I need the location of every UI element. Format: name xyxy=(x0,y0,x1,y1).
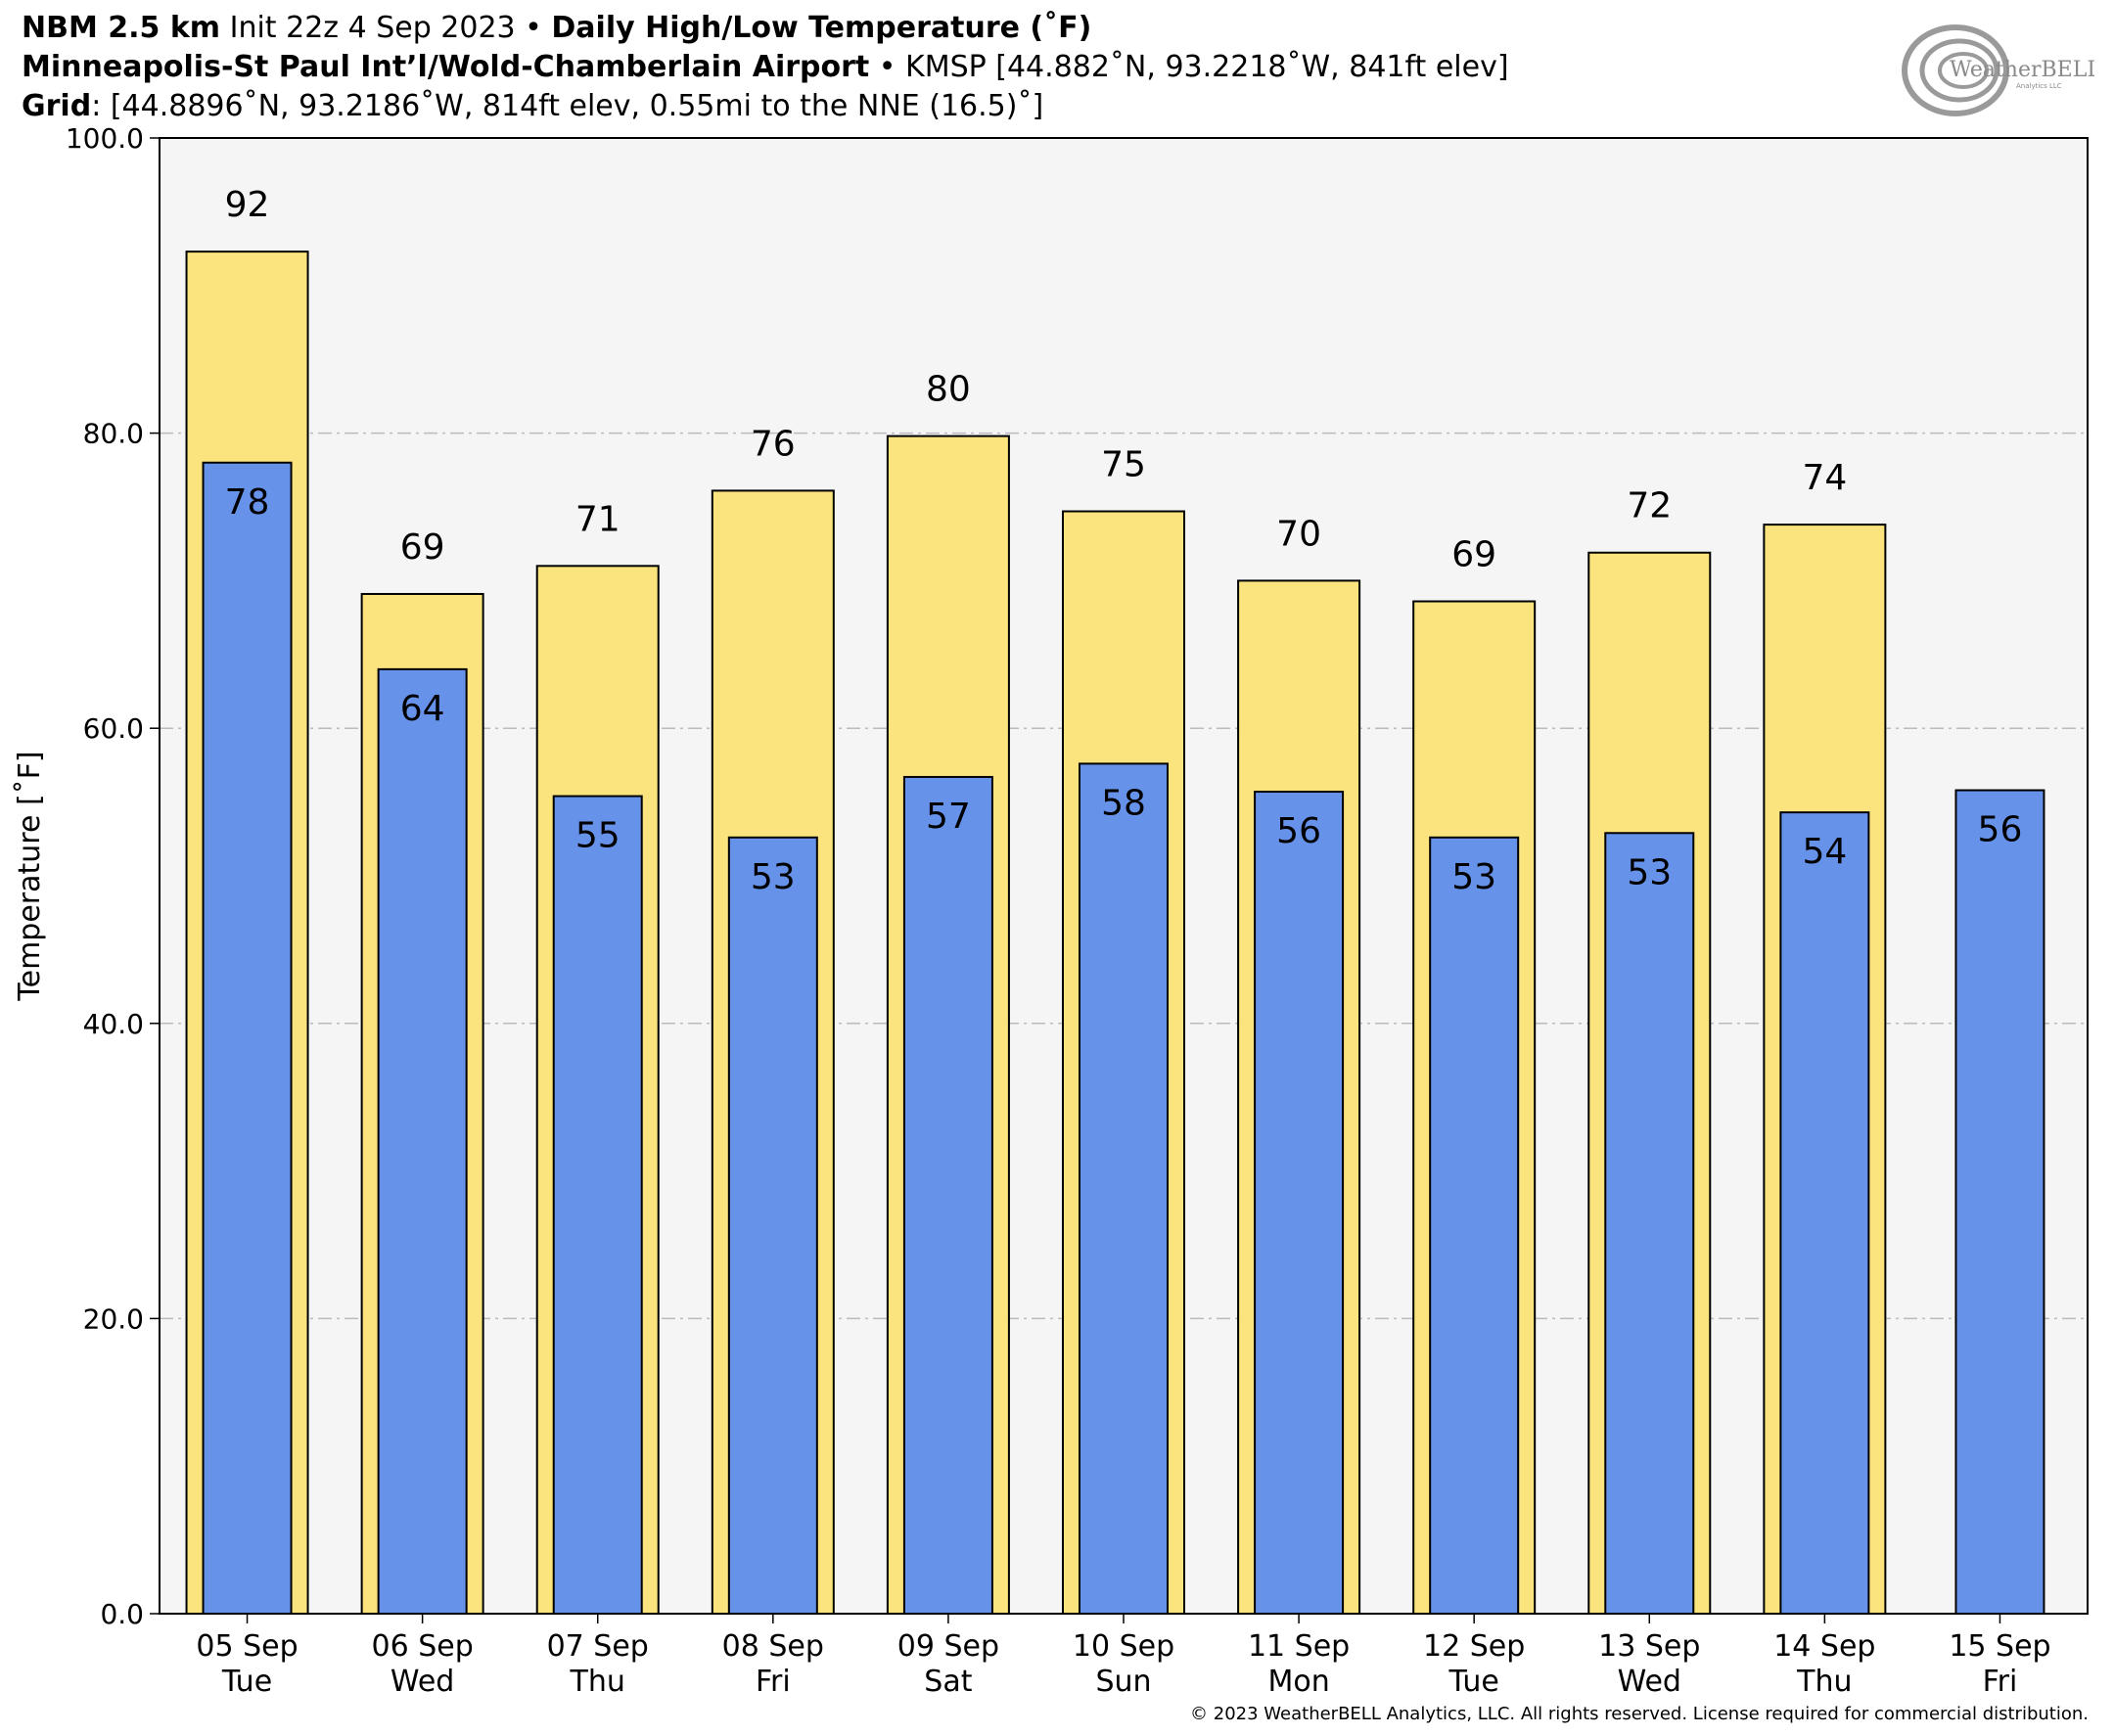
y-tick-label: 80.0 xyxy=(83,418,144,450)
x-tick-label-date: 12 Sep xyxy=(1423,1629,1525,1664)
x-tick-label-day: Sun xyxy=(1095,1665,1151,1699)
high-temp-label: 74 xyxy=(1802,458,1847,498)
x-tick-label-date: 07 Sep xyxy=(547,1629,649,1664)
low-temp-bar xyxy=(1079,762,1169,1615)
plot-frame xyxy=(159,137,2089,1615)
y-tick-label: 40.0 xyxy=(83,1008,144,1040)
high-temp-label: 72 xyxy=(1627,486,1672,526)
low-temp-label: 58 xyxy=(1101,783,1146,823)
low-temp-bar xyxy=(902,775,993,1615)
high-temp-label: 69 xyxy=(1451,535,1496,575)
x-tick-label-day: Fri xyxy=(1983,1665,2018,1699)
y-tick-label: 20.0 xyxy=(83,1302,144,1335)
x-tick-label-date: 10 Sep xyxy=(1073,1629,1174,1664)
logo-subtext: Analytics LLC xyxy=(2016,82,2062,90)
copyright-notice: © 2023 WeatherBELL Analytics, LLC. All r… xyxy=(1190,1704,2089,1724)
high-temp-label: 71 xyxy=(575,499,620,539)
x-tick-label-date: 15 Sep xyxy=(1949,1629,2050,1664)
high-temp-label: 69 xyxy=(400,527,445,568)
grid-label: Grid xyxy=(22,89,92,123)
low-temp-label: 57 xyxy=(926,797,971,837)
low-temp-bar xyxy=(727,836,818,1615)
grid-info: : [44.8896˚N, 93.2186˚W, 814ft elev, 0.5… xyxy=(91,89,1044,123)
weatherbell-logo: WeatherBELL Analytics LLC xyxy=(1902,24,2094,116)
station-info: • KMSP [44.882˚N, 93.2218˚W, 841ft elev] xyxy=(869,50,1509,84)
x-tick-label-date: 05 Sep xyxy=(196,1629,298,1664)
x-tick-label-day: Thu xyxy=(570,1665,625,1699)
low-temp-label: 64 xyxy=(400,689,445,729)
low-temp-label: 56 xyxy=(1276,811,1321,851)
low-temp-bar xyxy=(552,795,643,1615)
low-temp-bar xyxy=(377,667,468,1615)
logo-text: WeatherBELL xyxy=(1950,58,2094,82)
x-tick-label-day: Tue xyxy=(221,1665,272,1699)
high-temp-label: 70 xyxy=(1276,514,1321,554)
low-temp-bar xyxy=(1604,832,1695,1615)
x-tick-label-day: Thu xyxy=(1796,1665,1852,1699)
high-temp-label: 76 xyxy=(751,424,796,464)
low-temp-bar xyxy=(1429,836,1520,1615)
x-tick-label-date: 13 Sep xyxy=(1598,1629,1700,1664)
low-temp-bar xyxy=(1954,789,2045,1615)
y-tick-label: 60.0 xyxy=(83,712,144,745)
x-tick-label-date: 08 Sep xyxy=(722,1629,824,1664)
low-temp-label: 54 xyxy=(1802,832,1847,872)
low-temp-label: 78 xyxy=(225,482,270,523)
chart-title-line-1: NBM 2.5 km Init 22z 4 Sep 2023 • Daily H… xyxy=(22,10,1091,47)
x-tick-label-day: Wed xyxy=(1618,1665,1681,1699)
high-temp-label: 80 xyxy=(926,370,971,410)
low-temp-bar xyxy=(1254,791,1345,1615)
init-time: Init 22z 4 Sep 2023 • xyxy=(220,11,552,45)
x-tick-label-date: 06 Sep xyxy=(372,1629,474,1664)
low-temp-label: 53 xyxy=(751,857,796,897)
y-tick-label: 100.0 xyxy=(66,122,144,155)
chart-title-line-3: Grid: [44.8896˚N, 93.2186˚W, 814ft elev,… xyxy=(22,88,1043,125)
x-tick-label-day: Wed xyxy=(391,1665,454,1699)
x-tick-label-day: Sat xyxy=(924,1665,972,1699)
x-tick-label-date: 09 Sep xyxy=(897,1629,999,1664)
low-temp-label: 53 xyxy=(1451,857,1496,897)
high-temp-label: 92 xyxy=(225,185,270,225)
low-temp-label: 53 xyxy=(1627,852,1672,892)
x-tick-label-date: 11 Sep xyxy=(1248,1629,1350,1664)
low-temp-label: 55 xyxy=(575,816,620,856)
x-tick-label-day: Tue xyxy=(1448,1665,1499,1699)
station-name: Minneapolis-St Paul Int’l/Wold-Chamberla… xyxy=(22,50,870,84)
chart-title-line-2: Minneapolis-St Paul Int’l/Wold-Chamberla… xyxy=(22,49,1509,86)
x-tick-label-date: 14 Sep xyxy=(1773,1629,1875,1664)
low-temp-bar xyxy=(1779,811,1870,1615)
x-tick-label-day: Mon xyxy=(1267,1665,1329,1699)
low-temp-label: 56 xyxy=(1978,810,2023,850)
bar-series: 92 78 69 64 71 55 76 53 80 57 75 58 70 56 69 53 72 53 74 54… xyxy=(185,185,2045,1616)
low-temp-bar xyxy=(202,461,293,1615)
x-tick-label-day: Fri xyxy=(756,1665,791,1699)
y-tick-label: 0.0 xyxy=(100,1598,144,1630)
model-name: NBM 2.5 km xyxy=(22,11,221,45)
high-temp-label: 75 xyxy=(1101,445,1146,485)
y-axis-label: Temperature [˚F] xyxy=(13,751,47,1001)
product-name: Daily High/Low Temperature (˚F) xyxy=(551,11,1092,45)
